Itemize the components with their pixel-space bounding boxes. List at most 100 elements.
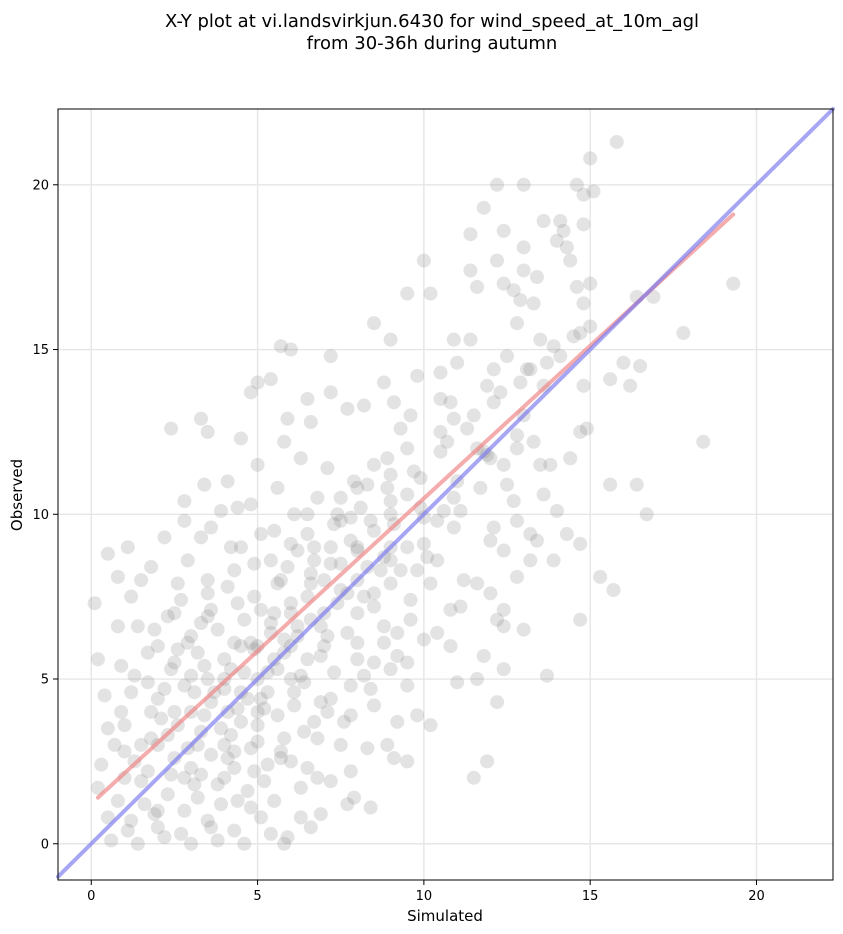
scatter-point [134,737,149,752]
scatter-point [223,728,238,743]
scatter-point [463,332,478,347]
scatter-point [310,770,325,785]
scatter-point [579,421,594,436]
scatter-point [383,494,398,509]
scatter-point [493,385,508,400]
scatter-point [124,813,139,828]
scatter-point [194,411,209,426]
scatter-point [376,635,391,650]
scatter-point [313,648,328,663]
scatter-point [476,200,491,215]
scatter-point [416,253,431,268]
scatter-point [463,263,478,278]
scatter-point [250,457,265,472]
scatter-point [323,385,338,400]
scatter-point [583,276,598,291]
scatter-point [120,540,135,555]
scatter-point [416,510,431,525]
scatter-point [313,807,328,822]
scatter-point [406,464,421,479]
scatter-point [443,395,458,410]
scatter-point [150,639,165,654]
scatter-point [233,685,248,700]
scatter-point [583,151,598,166]
scatter-point [330,507,345,522]
scatter-point [410,563,425,578]
x-tick-label: 20 [748,889,765,904]
scatter-point [616,355,631,370]
scatter-point [490,695,505,710]
scatter-point [290,619,305,634]
scatter-point [510,569,525,584]
scatter-point [726,276,741,291]
scatter-point [403,408,418,423]
scatter-point [227,823,242,838]
scatter-point [227,744,242,759]
scatter-point [566,329,581,344]
scatter-point [164,662,179,677]
scatter-point [559,527,574,542]
scatter-point [576,187,591,202]
scatter-point [253,691,268,706]
scatter-point [539,668,554,683]
scatter-point [500,477,515,492]
scatter-point [323,556,338,571]
plot-area-frame [57,108,834,881]
scatter-point [586,184,601,199]
ticks-layer: 0 5 10 15 20 0 5 10 15 20 [32,178,764,904]
scatter-point [283,536,298,551]
scatter-point [376,375,391,390]
scatter-point [184,760,199,775]
scatter-point [423,576,438,591]
scatter-point [536,487,551,502]
scatter-point [496,619,511,634]
scatter-point [563,253,578,268]
scatter-point [140,764,155,779]
scatter-point [470,279,485,294]
scatter-point [107,737,122,752]
scatter-point [513,293,528,308]
scatter-point [350,606,365,621]
scatter-point [633,359,648,373]
scatter-point [400,487,415,502]
scatter-point [386,751,401,766]
scatter-point [230,596,245,611]
scatter-point [383,662,398,677]
scatter-point [546,553,561,568]
scatter-point [190,645,205,660]
scatter-point [157,830,172,845]
scatter-point [366,599,381,614]
scatter-point [223,540,238,555]
scatter-point [576,296,591,311]
scatter-point [323,349,338,364]
scatter-point [204,602,219,617]
scatter-point [486,520,501,535]
scatter-point [573,424,588,439]
scatter-point [297,675,312,690]
scatter-point [350,635,365,650]
scatter-point [253,810,268,825]
scatter-point [200,672,215,687]
scatter-point [543,457,558,472]
scatter-point [343,764,358,779]
scatter-point [297,724,312,739]
scatter-point [233,714,248,729]
scatter-point [230,701,245,716]
scatter-point [320,629,335,644]
scatter-point [603,477,618,492]
scatter-point [376,619,391,634]
scatter-point [450,355,465,370]
scatter-point [114,658,129,673]
scatter-point [303,576,318,591]
scatter-point [283,672,298,687]
scatter-point [204,520,219,535]
scatter-point [480,378,495,393]
scatter-point [260,665,275,680]
scatter-point [430,513,445,528]
scatter-point [573,326,588,341]
scatter-point [456,573,471,588]
scatter-point [177,494,192,509]
scatter-point [100,810,115,825]
scatter-point [197,477,212,492]
